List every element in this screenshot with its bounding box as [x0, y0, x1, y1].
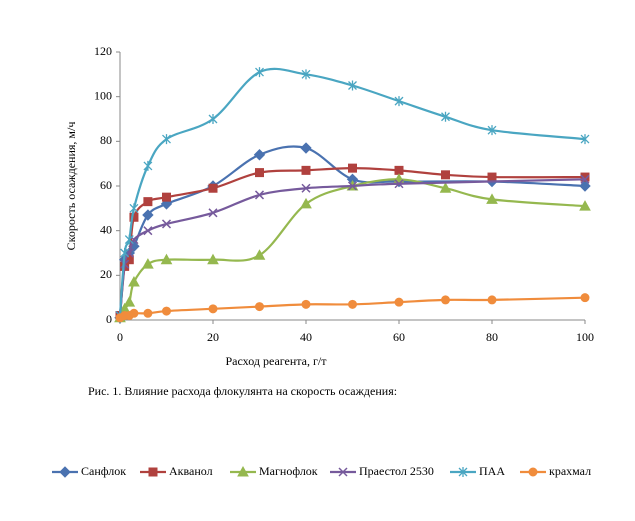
- legend-label: Магнофлок: [259, 464, 318, 478]
- marker: [580, 293, 590, 303]
- marker: [129, 203, 139, 214]
- legend-label: Акванол: [169, 464, 213, 478]
- marker: [160, 253, 173, 265]
- marker: [441, 170, 450, 180]
- marker: [487, 125, 497, 136]
- x-axis-label: Расход реагента, г/т: [226, 354, 328, 368]
- marker: [253, 249, 266, 260]
- marker: [301, 69, 311, 80]
- marker: [161, 219, 172, 229]
- x-tick-label: 100: [576, 330, 594, 344]
- marker: [441, 295, 450, 305]
- marker: [528, 467, 538, 477]
- marker: [579, 180, 591, 192]
- marker: [143, 197, 153, 207]
- x-tick-label: 0: [117, 330, 123, 344]
- marker: [338, 467, 348, 477]
- marker: [487, 172, 497, 182]
- marker: [347, 181, 358, 191]
- marker: [394, 165, 404, 175]
- marker: [143, 308, 153, 318]
- y-axis-label: Скорость осаждения, м/ч: [64, 122, 78, 251]
- marker: [439, 182, 452, 193]
- marker: [458, 467, 468, 477]
- marker: [128, 276, 140, 287]
- marker: [162, 306, 171, 316]
- marker: [441, 111, 450, 122]
- marker: [237, 465, 249, 477]
- y-tick-label: 120: [94, 44, 112, 58]
- marker: [208, 304, 218, 314]
- y-tick-label: 0: [106, 312, 112, 326]
- series-line: [118, 178, 586, 316]
- marker: [348, 163, 357, 173]
- marker: [255, 168, 264, 178]
- marker: [143, 160, 153, 171]
- legend-label: крахмал: [549, 464, 591, 478]
- marker: [300, 197, 312, 209]
- marker: [301, 299, 311, 309]
- x-tick-label: 60: [393, 330, 405, 344]
- series-line: [119, 178, 586, 319]
- marker: [253, 149, 266, 161]
- x-tick-label: 40: [300, 330, 312, 344]
- marker: [148, 467, 158, 477]
- marker: [123, 296, 136, 307]
- y-tick-label: 60: [100, 178, 112, 192]
- x-tick-label: 20: [207, 330, 219, 344]
- marker: [487, 295, 497, 305]
- marker: [208, 114, 218, 124]
- marker: [59, 466, 71, 478]
- marker: [486, 193, 498, 204]
- marker: [394, 179, 404, 189]
- legend-label: Санфлок: [81, 464, 126, 478]
- marker: [348, 299, 357, 309]
- marker: [207, 253, 219, 265]
- marker: [301, 183, 311, 193]
- y-tick-label: 20: [100, 267, 112, 281]
- marker: [254, 190, 265, 200]
- marker: [394, 297, 404, 307]
- legend-label: ПАА: [479, 464, 505, 478]
- marker: [129, 308, 139, 318]
- marker: [162, 134, 171, 145]
- marker: [208, 208, 218, 218]
- marker: [300, 142, 312, 154]
- marker: [348, 80, 357, 91]
- caption: Рис. 1. Влияние расхода флокулянта на ск…: [88, 384, 397, 398]
- marker: [580, 172, 590, 182]
- y-tick-label: 80: [100, 133, 112, 147]
- y-tick-label: 100: [94, 88, 112, 102]
- marker: [255, 302, 264, 312]
- legend-label: Праестол 2530: [359, 464, 434, 478]
- marker: [394, 96, 404, 107]
- marker: [580, 174, 590, 184]
- marker: [162, 192, 171, 202]
- marker: [579, 200, 591, 211]
- marker: [120, 248, 130, 258]
- x-tick-label: 80: [486, 330, 498, 344]
- y-tick-label: 40: [100, 222, 112, 236]
- marker: [580, 134, 590, 145]
- marker: [124, 234, 134, 245]
- marker: [142, 258, 154, 269]
- marker: [301, 165, 311, 175]
- marker: [143, 226, 153, 236]
- marker: [255, 67, 264, 78]
- marker: [208, 183, 218, 193]
- marker: [142, 209, 154, 221]
